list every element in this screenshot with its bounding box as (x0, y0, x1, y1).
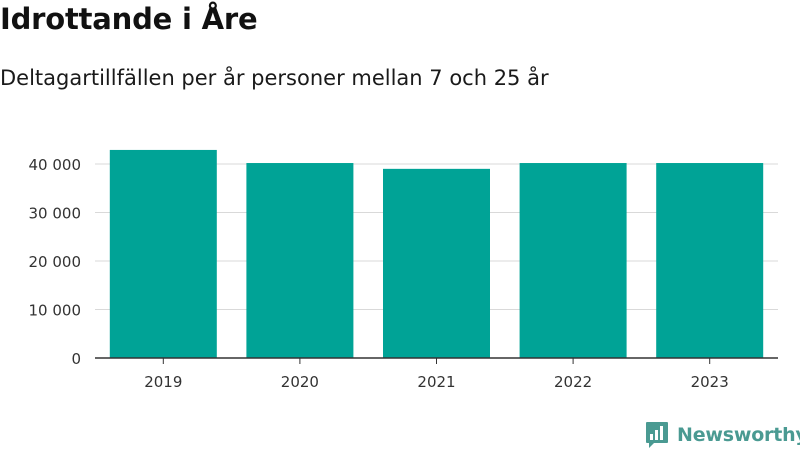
bar (519, 163, 627, 358)
x-tick-label: 2021 (417, 373, 455, 391)
y-tick-label: 0 (71, 350, 81, 368)
x-tick-label: 2022 (554, 373, 592, 391)
bar (656, 163, 764, 358)
brand-logo: Newsworthy (645, 421, 800, 449)
brand-name: Newsworthy (677, 424, 800, 446)
y-tick-label: 30 000 (29, 205, 82, 223)
chart-title: Idrottande i Åre (0, 2, 258, 36)
x-tick-label: 2019 (144, 373, 182, 391)
newsworthy-logo-icon (646, 422, 668, 448)
bar (109, 149, 217, 358)
y-tick-label: 40 000 (29, 156, 82, 174)
x-tick-label: 2023 (691, 373, 729, 391)
bar-chart: 0 10 000 20 000 30 000 40 000 2019 2020 2021 202… (29, 149, 778, 391)
y-tick-label: 10 000 (29, 302, 82, 320)
x-tick-label: 2020 (281, 373, 319, 391)
chart-subtitle: Deltagartillfällen per år personer mella… (0, 66, 549, 90)
bar (383, 168, 490, 358)
y-tick-label: 20 000 (29, 253, 82, 271)
bar (246, 163, 354, 358)
